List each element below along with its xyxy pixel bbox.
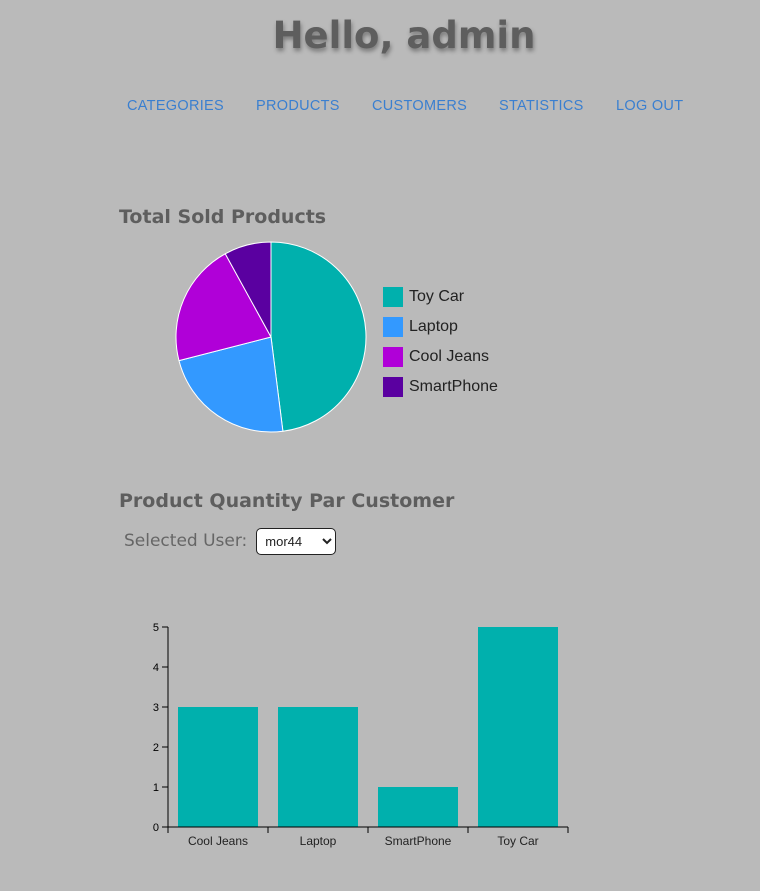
bar-cool-jeans bbox=[178, 707, 258, 827]
legend-label: Laptop bbox=[409, 318, 458, 335]
nav-products-link[interactable]: PRODUCTS bbox=[256, 98, 340, 114]
x-tick-label: Toy Car bbox=[497, 834, 538, 848]
pie-slice-cool-jeans bbox=[175, 253, 272, 362]
nav-customers-link[interactable]: CUSTOMERS bbox=[372, 98, 468, 114]
y-tick-label: 2 bbox=[153, 742, 159, 754]
legend-label: Toy Car bbox=[409, 288, 465, 305]
x-tick-label: Laptop bbox=[300, 834, 337, 848]
legend-item-cool-jeans: Cool Jeans bbox=[383, 342, 583, 372]
legend-item-laptop: Laptop bbox=[383, 312, 583, 342]
legend-label: SmartPhone bbox=[409, 378, 498, 395]
y-tick-label: 4 bbox=[153, 662, 159, 674]
y-tick-label: 5 bbox=[153, 622, 159, 634]
y-tick-label: 3 bbox=[153, 702, 159, 714]
legend-item-smartphone: SmartPhone bbox=[383, 372, 583, 402]
bar-laptop bbox=[278, 707, 358, 827]
main-nav: CATEGORIES PRODUCTS CUSTOMERS STATISTICS… bbox=[0, 98, 760, 118]
pie-chart-title: Total Sold Products bbox=[119, 206, 327, 228]
selected-user-label: Selected User: bbox=[124, 531, 248, 551]
sold-products-pie-chart bbox=[175, 241, 367, 433]
greeting-heading: Hello, admin bbox=[272, 14, 536, 57]
legend-label: Cool Jeans bbox=[409, 348, 490, 365]
bar-smartphone bbox=[378, 787, 458, 827]
nav-categories-link[interactable]: CATEGORIES bbox=[127, 98, 224, 114]
pie-slice-smartphone bbox=[224, 241, 272, 338]
user-select[interactable]: mor44 bbox=[256, 527, 337, 555]
nav-statistics-link[interactable]: STATISTICS bbox=[499, 98, 584, 114]
legend-swatch bbox=[383, 317, 403, 337]
x-tick-label: SmartPhone bbox=[385, 834, 452, 848]
y-tick-label: 1 bbox=[153, 782, 159, 794]
user-selector-row: Selected User: mor44 bbox=[124, 527, 337, 555]
legend-swatch bbox=[383, 287, 403, 307]
pie-legend: Toy Car Laptop Cool Jeans SmartPhone bbox=[383, 282, 583, 402]
y-tick-label: 0 bbox=[153, 822, 159, 834]
pie-slice-toy-car bbox=[270, 241, 367, 432]
legend-item-toy-car: Toy Car bbox=[383, 282, 583, 312]
bar-toy-car bbox=[478, 627, 558, 827]
bar-chart-title: Product Quantity Par Customer bbox=[119, 490, 455, 512]
legend-swatch bbox=[383, 347, 403, 367]
legend-swatch bbox=[383, 377, 403, 397]
nav-logout-link[interactable]: LOG OUT bbox=[616, 98, 684, 114]
pie-slice-laptop bbox=[178, 336, 284, 433]
x-tick-label: Cool Jeans bbox=[188, 834, 248, 848]
